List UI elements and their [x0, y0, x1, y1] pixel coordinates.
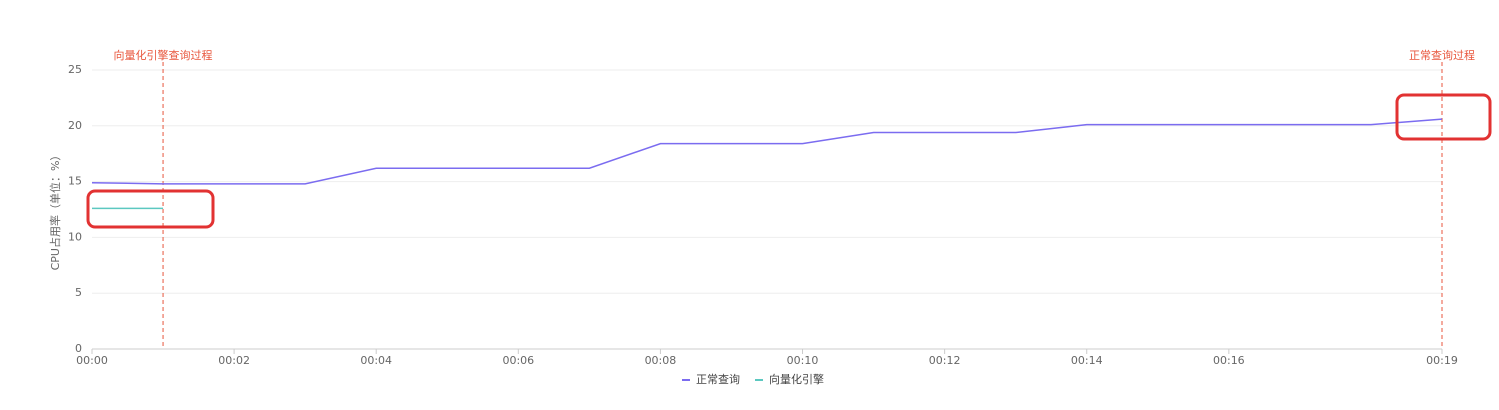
x-tick-label: 00:19	[1426, 354, 1458, 367]
legend-label: 向量化引擎	[769, 372, 824, 386]
highlight-box	[86, 189, 215, 229]
y-axis-label: CPU占用率（单位：%）	[48, 150, 62, 271]
y-tick-label: 25	[68, 63, 82, 76]
y-tick-label: 0	[75, 342, 82, 355]
annotation-label: 正常查询过程	[1409, 48, 1475, 62]
x-tick-label: 00:06	[502, 354, 534, 367]
y-tick-label: 15	[68, 175, 82, 188]
series-line	[91, 118, 1443, 185]
x-tick-label: 00:14	[1071, 354, 1103, 367]
x-tick-label: 00:02	[218, 354, 250, 367]
highlight-box	[1395, 93, 1492, 141]
y-tick-label: 20	[68, 119, 82, 132]
x-tick-label: 00:00	[76, 354, 108, 367]
y-tick-label: 5	[75, 286, 82, 299]
x-tick-label: 00:10	[787, 354, 819, 367]
plot: 0 5 10 15 20 25 00:00 00:02 00:04 00:06 00:08 00:10…	[68, 48, 1475, 386]
y-tick-label: 10	[68, 230, 82, 243]
x-tick-label: 00:04	[360, 354, 392, 367]
x-tick-label: 00:12	[929, 354, 961, 367]
x-tick-label: 00:08	[645, 354, 677, 367]
x-tick-label: 00:16	[1213, 354, 1245, 367]
annotation-label: 向量化引擎查询过程	[114, 48, 213, 62]
legend-label: 正常查询	[696, 372, 740, 386]
